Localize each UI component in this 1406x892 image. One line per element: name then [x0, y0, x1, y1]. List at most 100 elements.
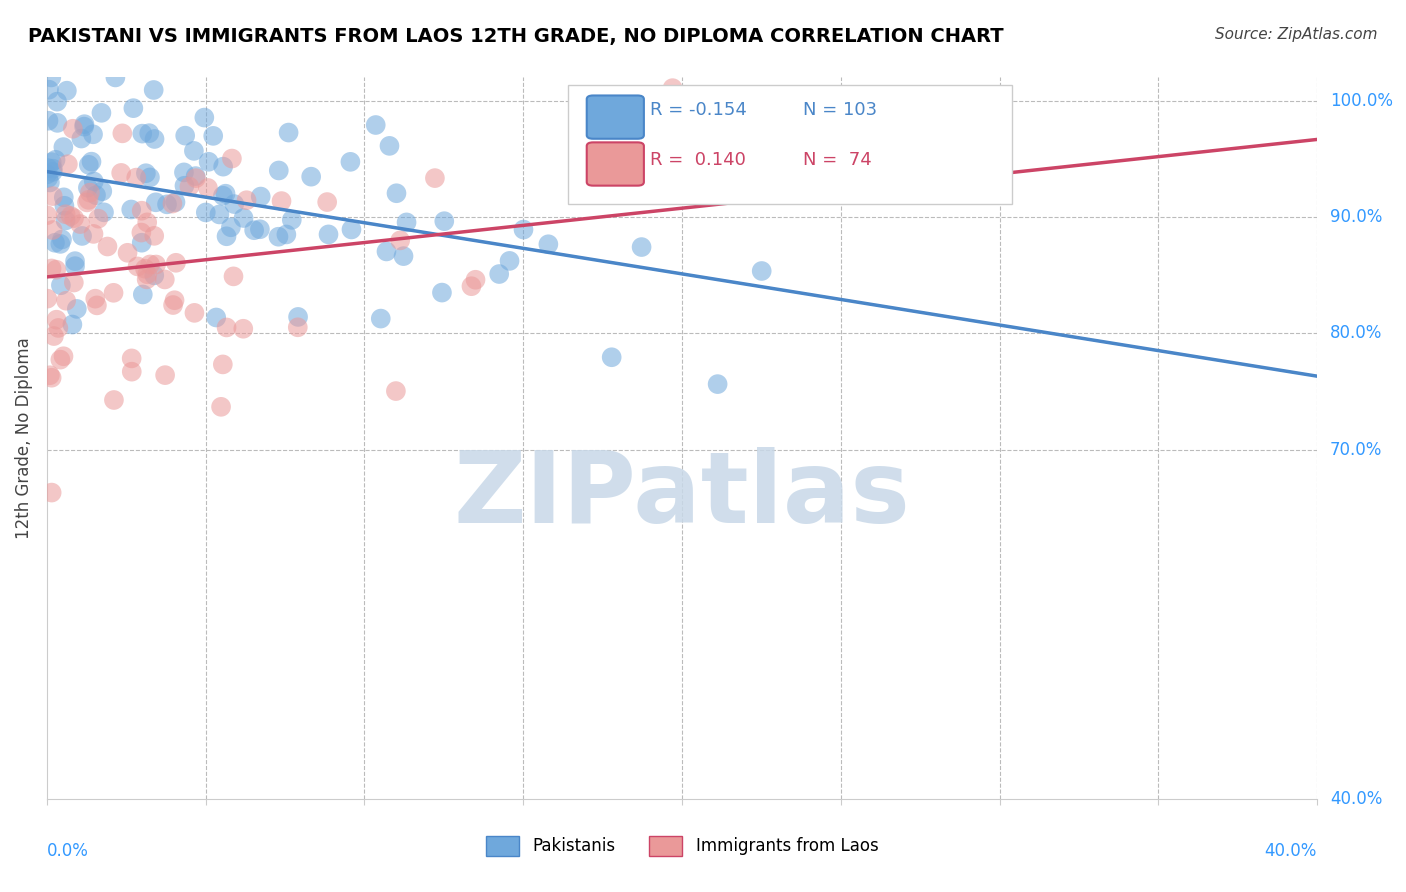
Immigrants from Laos [143, 228, 166, 243]
Immigrants from Laos [49, 352, 72, 367]
Pakistanis [38, 176, 60, 190]
Immigrants from Laos [222, 269, 245, 284]
Immigrants from Laos [136, 267, 159, 281]
Pakistanis [498, 253, 520, 268]
Pakistanis [52, 190, 75, 204]
Pakistanis [38, 83, 60, 97]
Pakistanis [165, 195, 187, 210]
Pakistanis [267, 163, 290, 178]
Immigrants from Laos [41, 261, 63, 276]
Pakistanis [53, 199, 76, 213]
Pakistanis [214, 186, 236, 201]
Pakistanis [197, 154, 219, 169]
Immigrants from Laos [131, 226, 153, 240]
Immigrants from Laos [110, 166, 132, 180]
Pakistanis [83, 174, 105, 188]
Pakistanis [80, 154, 103, 169]
Immigrants from Laos [38, 368, 60, 383]
Immigrants from Laos [96, 239, 118, 253]
Pakistanis [91, 184, 114, 198]
Immigrants from Laos [35, 208, 58, 222]
Pakistanis [44, 235, 66, 250]
Immigrants from Laos [79, 186, 101, 200]
Immigrants from Laos [184, 171, 207, 186]
Pakistanis [131, 127, 153, 141]
Pakistanis [46, 116, 69, 130]
Y-axis label: 12th Grade, No Diploma: 12th Grade, No Diploma [15, 337, 32, 539]
Pakistanis [212, 188, 235, 202]
Pakistanis [281, 212, 304, 227]
Pakistanis [143, 132, 166, 146]
Pakistanis [375, 244, 398, 259]
Immigrants from Laos [139, 257, 162, 271]
Immigrants from Laos [45, 262, 67, 277]
Pakistanis [205, 310, 228, 325]
Pakistanis [232, 211, 254, 225]
Pakistanis [276, 227, 298, 242]
Immigrants from Laos [125, 170, 148, 185]
Text: Source: ZipAtlas.com: Source: ZipAtlas.com [1215, 27, 1378, 42]
Immigrants from Laos [215, 320, 238, 334]
Immigrants from Laos [63, 211, 86, 226]
Pakistanis [120, 202, 142, 217]
Pakistanis [215, 229, 238, 244]
Pakistanis [193, 111, 215, 125]
Pakistanis [537, 237, 560, 252]
Pakistanis [364, 118, 387, 132]
Immigrants from Laos [163, 293, 186, 308]
Immigrants from Laos [211, 358, 233, 372]
Pakistanis [219, 220, 242, 235]
Pakistanis [754, 172, 776, 186]
Pakistanis [37, 113, 59, 128]
Pakistanis [202, 128, 225, 143]
Pakistanis [183, 144, 205, 158]
Immigrants from Laos [134, 261, 156, 276]
Pakistanis [339, 154, 361, 169]
Text: 0.0%: 0.0% [46, 842, 89, 860]
Immigrants from Laos [63, 276, 86, 290]
Pakistanis [143, 268, 166, 283]
Immigrants from Laos [46, 321, 69, 335]
Pakistanis [63, 254, 86, 268]
Pakistanis [267, 229, 290, 244]
Pakistanis [35, 168, 58, 182]
Pakistanis [208, 207, 231, 221]
Legend: Pakistanis, Immigrants from Laos: Pakistanis, Immigrants from Laos [479, 829, 884, 863]
Immigrants from Laos [389, 233, 412, 247]
Immigrants from Laos [42, 189, 65, 203]
Pakistanis [77, 158, 100, 172]
Immigrants from Laos [165, 256, 187, 270]
Immigrants from Laos [84, 292, 107, 306]
Immigrants from Laos [45, 312, 67, 326]
Pakistanis [139, 170, 162, 185]
Pakistanis [184, 169, 207, 183]
Immigrants from Laos [162, 298, 184, 312]
Pakistanis [73, 117, 96, 131]
Text: 40.0%: 40.0% [1265, 842, 1317, 860]
Pakistanis [512, 222, 534, 236]
Pakistanis [63, 259, 86, 273]
Pakistanis [82, 128, 104, 142]
Immigrants from Laos [153, 272, 176, 286]
Immigrants from Laos [111, 127, 134, 141]
Pakistanis [138, 126, 160, 140]
Pakistanis [135, 166, 157, 180]
Pakistanis [277, 126, 299, 140]
Immigrants from Laos [55, 293, 77, 308]
Pakistanis [49, 278, 72, 293]
Immigrants from Laos [62, 121, 84, 136]
Pakistanis [73, 120, 96, 134]
Immigrants from Laos [464, 273, 486, 287]
Text: R =  0.140: R = 0.140 [650, 152, 747, 169]
Immigrants from Laos [55, 207, 77, 221]
Immigrants from Laos [37, 292, 59, 306]
Pakistanis [212, 160, 235, 174]
Text: N = 103: N = 103 [803, 101, 877, 119]
Immigrants from Laos [41, 485, 63, 500]
Immigrants from Laos [232, 322, 254, 336]
Immigrants from Laos [86, 298, 108, 312]
Pakistanis [90, 105, 112, 120]
Pakistanis [378, 139, 401, 153]
Pakistanis [66, 301, 89, 316]
Pakistanis [93, 205, 115, 219]
